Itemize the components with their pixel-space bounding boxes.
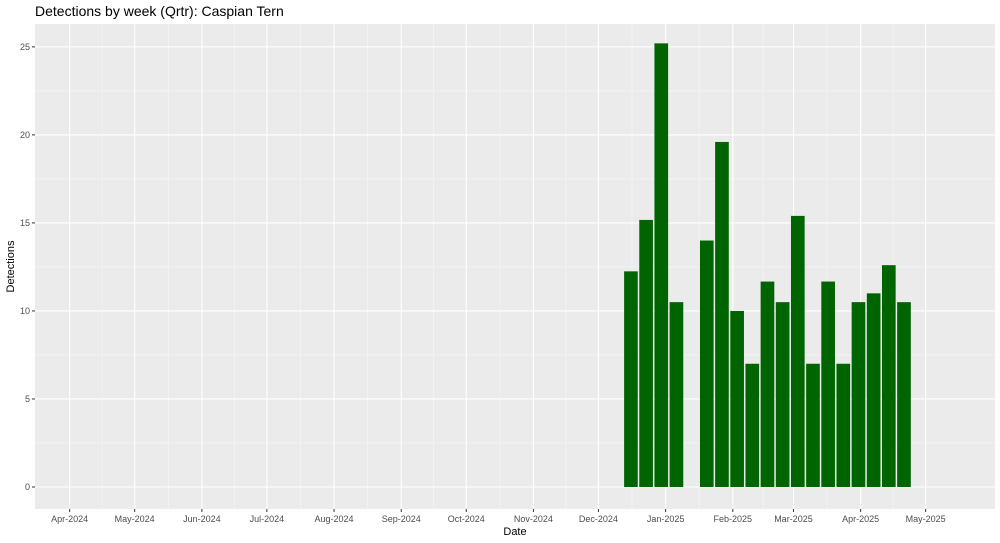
bar: [775, 302, 790, 487]
plot-panel: [35, 24, 995, 509]
x-tick-label: May-2025: [906, 514, 946, 524]
bar: [730, 310, 744, 487]
x-tick-label: Feb-2025: [714, 514, 753, 524]
x-tick-label: Oct-2024: [448, 514, 485, 524]
bars: [624, 43, 911, 487]
x-tick-label: Apr-2024: [51, 514, 88, 524]
x-tick-label: Jun-2024: [183, 514, 221, 524]
bar: [669, 302, 684, 487]
y-tick-label: 5: [25, 394, 30, 404]
y-tick-label: 20: [20, 130, 30, 140]
y-axis-title: Detections: [5, 240, 17, 292]
x-tick-label: Jul-2024: [250, 514, 285, 524]
x-axis-title: Date: [503, 526, 526, 538]
bar: [836, 363, 851, 487]
chart-title: Detections by week (Qrtr): Caspian Tern: [35, 3, 284, 19]
x-tick-label: Apr-2025: [842, 514, 879, 524]
y-axis: 0 5 10 15 20 25: [20, 42, 35, 492]
bar: [881, 265, 896, 487]
x-tick-label: Jan-2025: [647, 514, 685, 524]
bar: [715, 141, 729, 487]
bar: [624, 271, 638, 487]
bar: [699, 240, 714, 487]
bar: [806, 363, 820, 487]
bar: [821, 281, 835, 487]
y-tick-label: 0: [25, 482, 30, 492]
x-axis: Apr-2024 May-2024 Jun-2024 Jul-2024 Aug-2024…: [51, 509, 946, 524]
bar: [639, 219, 653, 487]
bar: [654, 43, 669, 487]
y-tick-label: 15: [20, 218, 30, 228]
x-tick-label: May-2024: [115, 514, 155, 524]
y-tick-label: 25: [20, 42, 30, 52]
x-tick-label: Nov-2024: [514, 514, 553, 524]
bar: [790, 215, 805, 487]
bar: [897, 302, 911, 487]
bar: [745, 363, 760, 487]
bar: [851, 302, 866, 487]
y-tick-label: 10: [20, 306, 30, 316]
x-tick-label: Aug-2024: [315, 514, 354, 524]
x-tick-label: Sep-2024: [382, 514, 421, 524]
bar: [866, 293, 881, 487]
major-gridlines: [35, 24, 995, 509]
bar: [760, 281, 775, 487]
x-tick-label: Mar-2025: [774, 514, 813, 524]
x-tick-label: Dec-2024: [579, 514, 618, 524]
